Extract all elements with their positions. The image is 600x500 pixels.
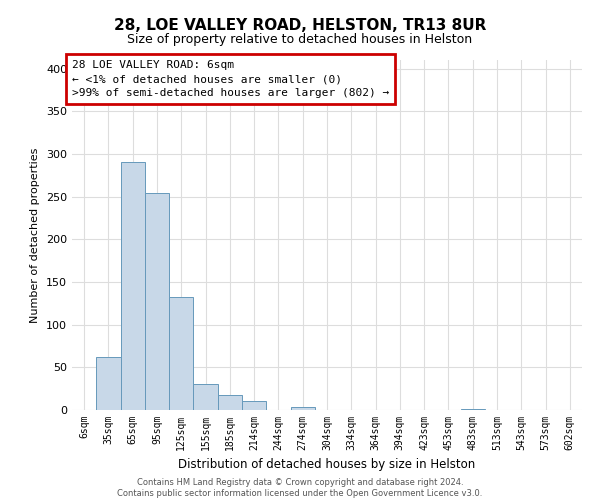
Text: Contains HM Land Registry data © Crown copyright and database right 2024.
Contai: Contains HM Land Registry data © Crown c… xyxy=(118,478,482,498)
Bar xyxy=(242,400,266,410)
Bar xyxy=(145,193,169,410)
Bar xyxy=(121,162,145,410)
Bar xyxy=(461,409,485,410)
Bar xyxy=(193,384,218,410)
Text: 28, LOE VALLEY ROAD, HELSTON, TR13 8UR: 28, LOE VALLEY ROAD, HELSTON, TR13 8UR xyxy=(114,18,486,32)
Text: 28 LOE VALLEY ROAD: 6sqm
← <1% of detached houses are smaller (0)
>99% of semi-d: 28 LOE VALLEY ROAD: 6sqm ← <1% of detach… xyxy=(72,60,389,98)
Y-axis label: Number of detached properties: Number of detached properties xyxy=(31,148,40,322)
Text: Size of property relative to detached houses in Helston: Size of property relative to detached ho… xyxy=(127,32,473,46)
Bar xyxy=(169,298,193,410)
Bar xyxy=(290,408,315,410)
Bar xyxy=(96,357,121,410)
Bar xyxy=(218,396,242,410)
X-axis label: Distribution of detached houses by size in Helston: Distribution of detached houses by size … xyxy=(178,458,476,471)
